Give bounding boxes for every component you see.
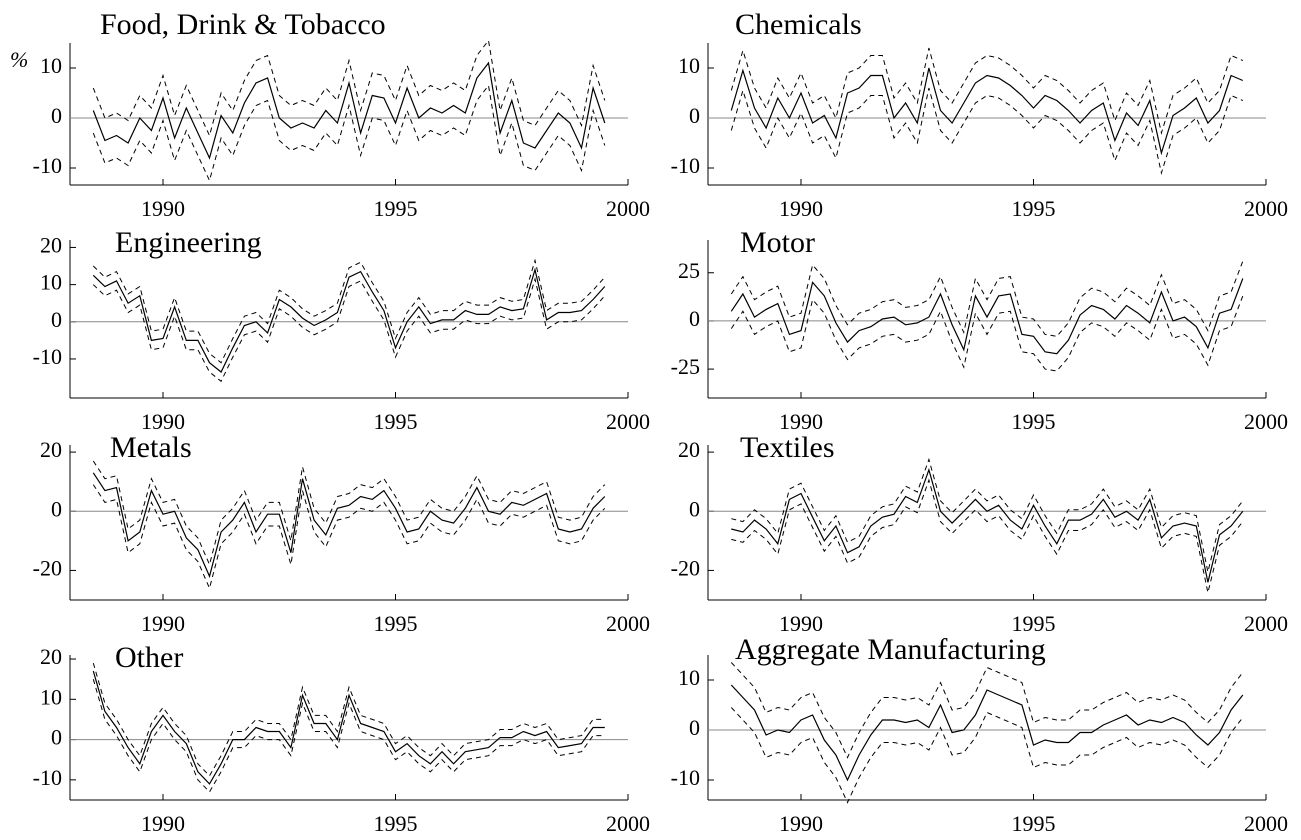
band-lower — [92, 679, 605, 793]
line — [92, 670, 605, 785]
line — [730, 278, 1244, 355]
x-tick-label: 1995 — [374, 811, 418, 836]
y-tick-label: 20 — [40, 644, 62, 669]
y-tick-label: -10 — [33, 153, 62, 178]
panel-title: Food, Drink & Tobacco — [100, 8, 386, 41]
line — [730, 684, 1244, 782]
panel-title: Aggregate Manufacturing — [735, 633, 1046, 666]
x-tick-label: 1995 — [1012, 409, 1056, 434]
y-tick-label: -10 — [33, 765, 62, 790]
panel-title: Engineering — [115, 226, 262, 259]
band-lower — [92, 84, 606, 182]
y-tick-label: -20 — [671, 555, 700, 580]
line — [92, 61, 606, 160]
y-tick-label: -10 — [33, 344, 62, 369]
x-tick-label: 1995 — [1012, 196, 1056, 221]
panel-title: Other — [115, 641, 183, 674]
band-upper — [730, 47, 1243, 135]
band-lower — [92, 277, 606, 383]
y-tick-label: -10 — [671, 765, 700, 790]
y-tick-label: 10 — [40, 684, 62, 709]
x-tick-label: 1990 — [779, 811, 823, 836]
line — [731, 467, 1244, 583]
band-lower — [730, 87, 1243, 175]
band-upper — [730, 261, 1244, 337]
y-tick-label: 10 — [678, 53, 700, 78]
x-tick-label: 2000 — [1244, 611, 1288, 636]
x-tick-label: 2000 — [606, 811, 650, 836]
panel-title: Motor — [740, 226, 815, 259]
y-tick-label: 25 — [678, 258, 700, 283]
x-tick-label: 1990 — [779, 409, 823, 434]
x-tick-label: 2000 — [1244, 811, 1288, 836]
band-lower — [730, 295, 1244, 372]
y-tick-label: 0 — [51, 103, 62, 128]
x-tick-label: 1990 — [141, 611, 185, 636]
x-tick-label: 1990 — [141, 811, 185, 836]
y-tick-label: 20 — [678, 437, 700, 462]
x-tick-label: 1990 — [141, 196, 185, 221]
y-tick-label: 10 — [678, 665, 700, 690]
y-tick-label: -25 — [671, 354, 700, 379]
x-tick-label: 1995 — [1012, 811, 1056, 836]
y-tick-label: 0 — [51, 307, 62, 332]
x-tick-label: 1990 — [141, 409, 185, 434]
x-tick-label: 2000 — [606, 611, 650, 636]
panel-title: Chemicals — [735, 8, 862, 41]
y-tick-label: 0 — [51, 725, 62, 750]
panel-title: Metals — [110, 431, 192, 464]
x-tick-label: 1995 — [374, 611, 418, 636]
band-lower — [730, 707, 1244, 804]
band-upper — [731, 457, 1244, 573]
y-tick-label: 0 — [51, 496, 62, 521]
band-upper — [92, 39, 606, 137]
x-tick-label: 2000 — [1244, 196, 1288, 221]
line — [92, 472, 606, 579]
line — [92, 267, 606, 373]
panel-title: Textiles — [740, 431, 835, 464]
y-tick-label: 10 — [40, 270, 62, 295]
x-tick-label: 2000 — [606, 196, 650, 221]
x-tick-label: 1995 — [374, 409, 418, 434]
x-tick-label: 1995 — [374, 196, 418, 221]
y-tick-label: 0 — [689, 306, 700, 331]
y-tick-label: 20 — [40, 437, 62, 462]
y-tick-label: -20 — [33, 555, 62, 580]
line — [730, 67, 1244, 156]
band-lower — [92, 484, 606, 590]
y-tick-label: 20 — [40, 232, 62, 257]
band-lower — [731, 478, 1244, 593]
band-upper — [92, 460, 606, 567]
y-tick-label: 0 — [689, 715, 700, 740]
band-upper — [92, 662, 605, 777]
x-tick-label: 2000 — [606, 409, 650, 434]
band-upper — [730, 662, 1244, 759]
y-tick-label: 10 — [40, 53, 62, 78]
x-tick-label: 1995 — [1012, 611, 1056, 636]
band-upper — [92, 258, 606, 364]
y-tick-label: -10 — [671, 153, 700, 178]
y-axis-label: % — [10, 47, 28, 72]
x-tick-label: 1990 — [779, 611, 823, 636]
y-tick-label: 0 — [689, 103, 700, 128]
x-tick-label: 2000 — [1244, 409, 1288, 434]
y-tick-label: 0 — [689, 496, 700, 521]
x-tick-label: 1990 — [779, 196, 823, 221]
